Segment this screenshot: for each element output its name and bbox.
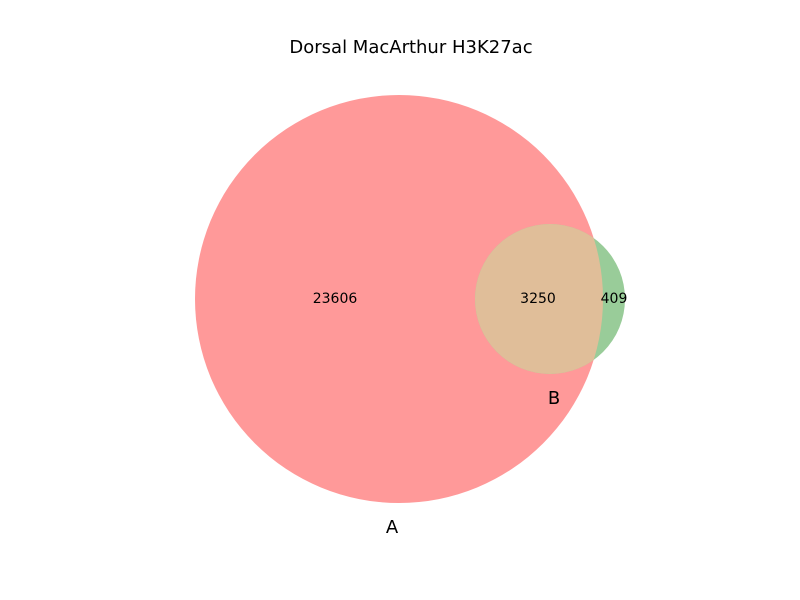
set-b-label: B bbox=[548, 388, 560, 409]
region-a-b-value: 3250 bbox=[520, 291, 556, 307]
region-a-only-value: 23606 bbox=[313, 291, 358, 307]
region-b-only-value: 409 bbox=[601, 291, 628, 307]
chart-title: Dorsal MacArthur H3K27ac bbox=[289, 37, 532, 58]
set-a-label: A bbox=[386, 517, 399, 538]
intersection-region bbox=[475, 224, 603, 374]
set-a-circle bbox=[195, 95, 603, 503]
